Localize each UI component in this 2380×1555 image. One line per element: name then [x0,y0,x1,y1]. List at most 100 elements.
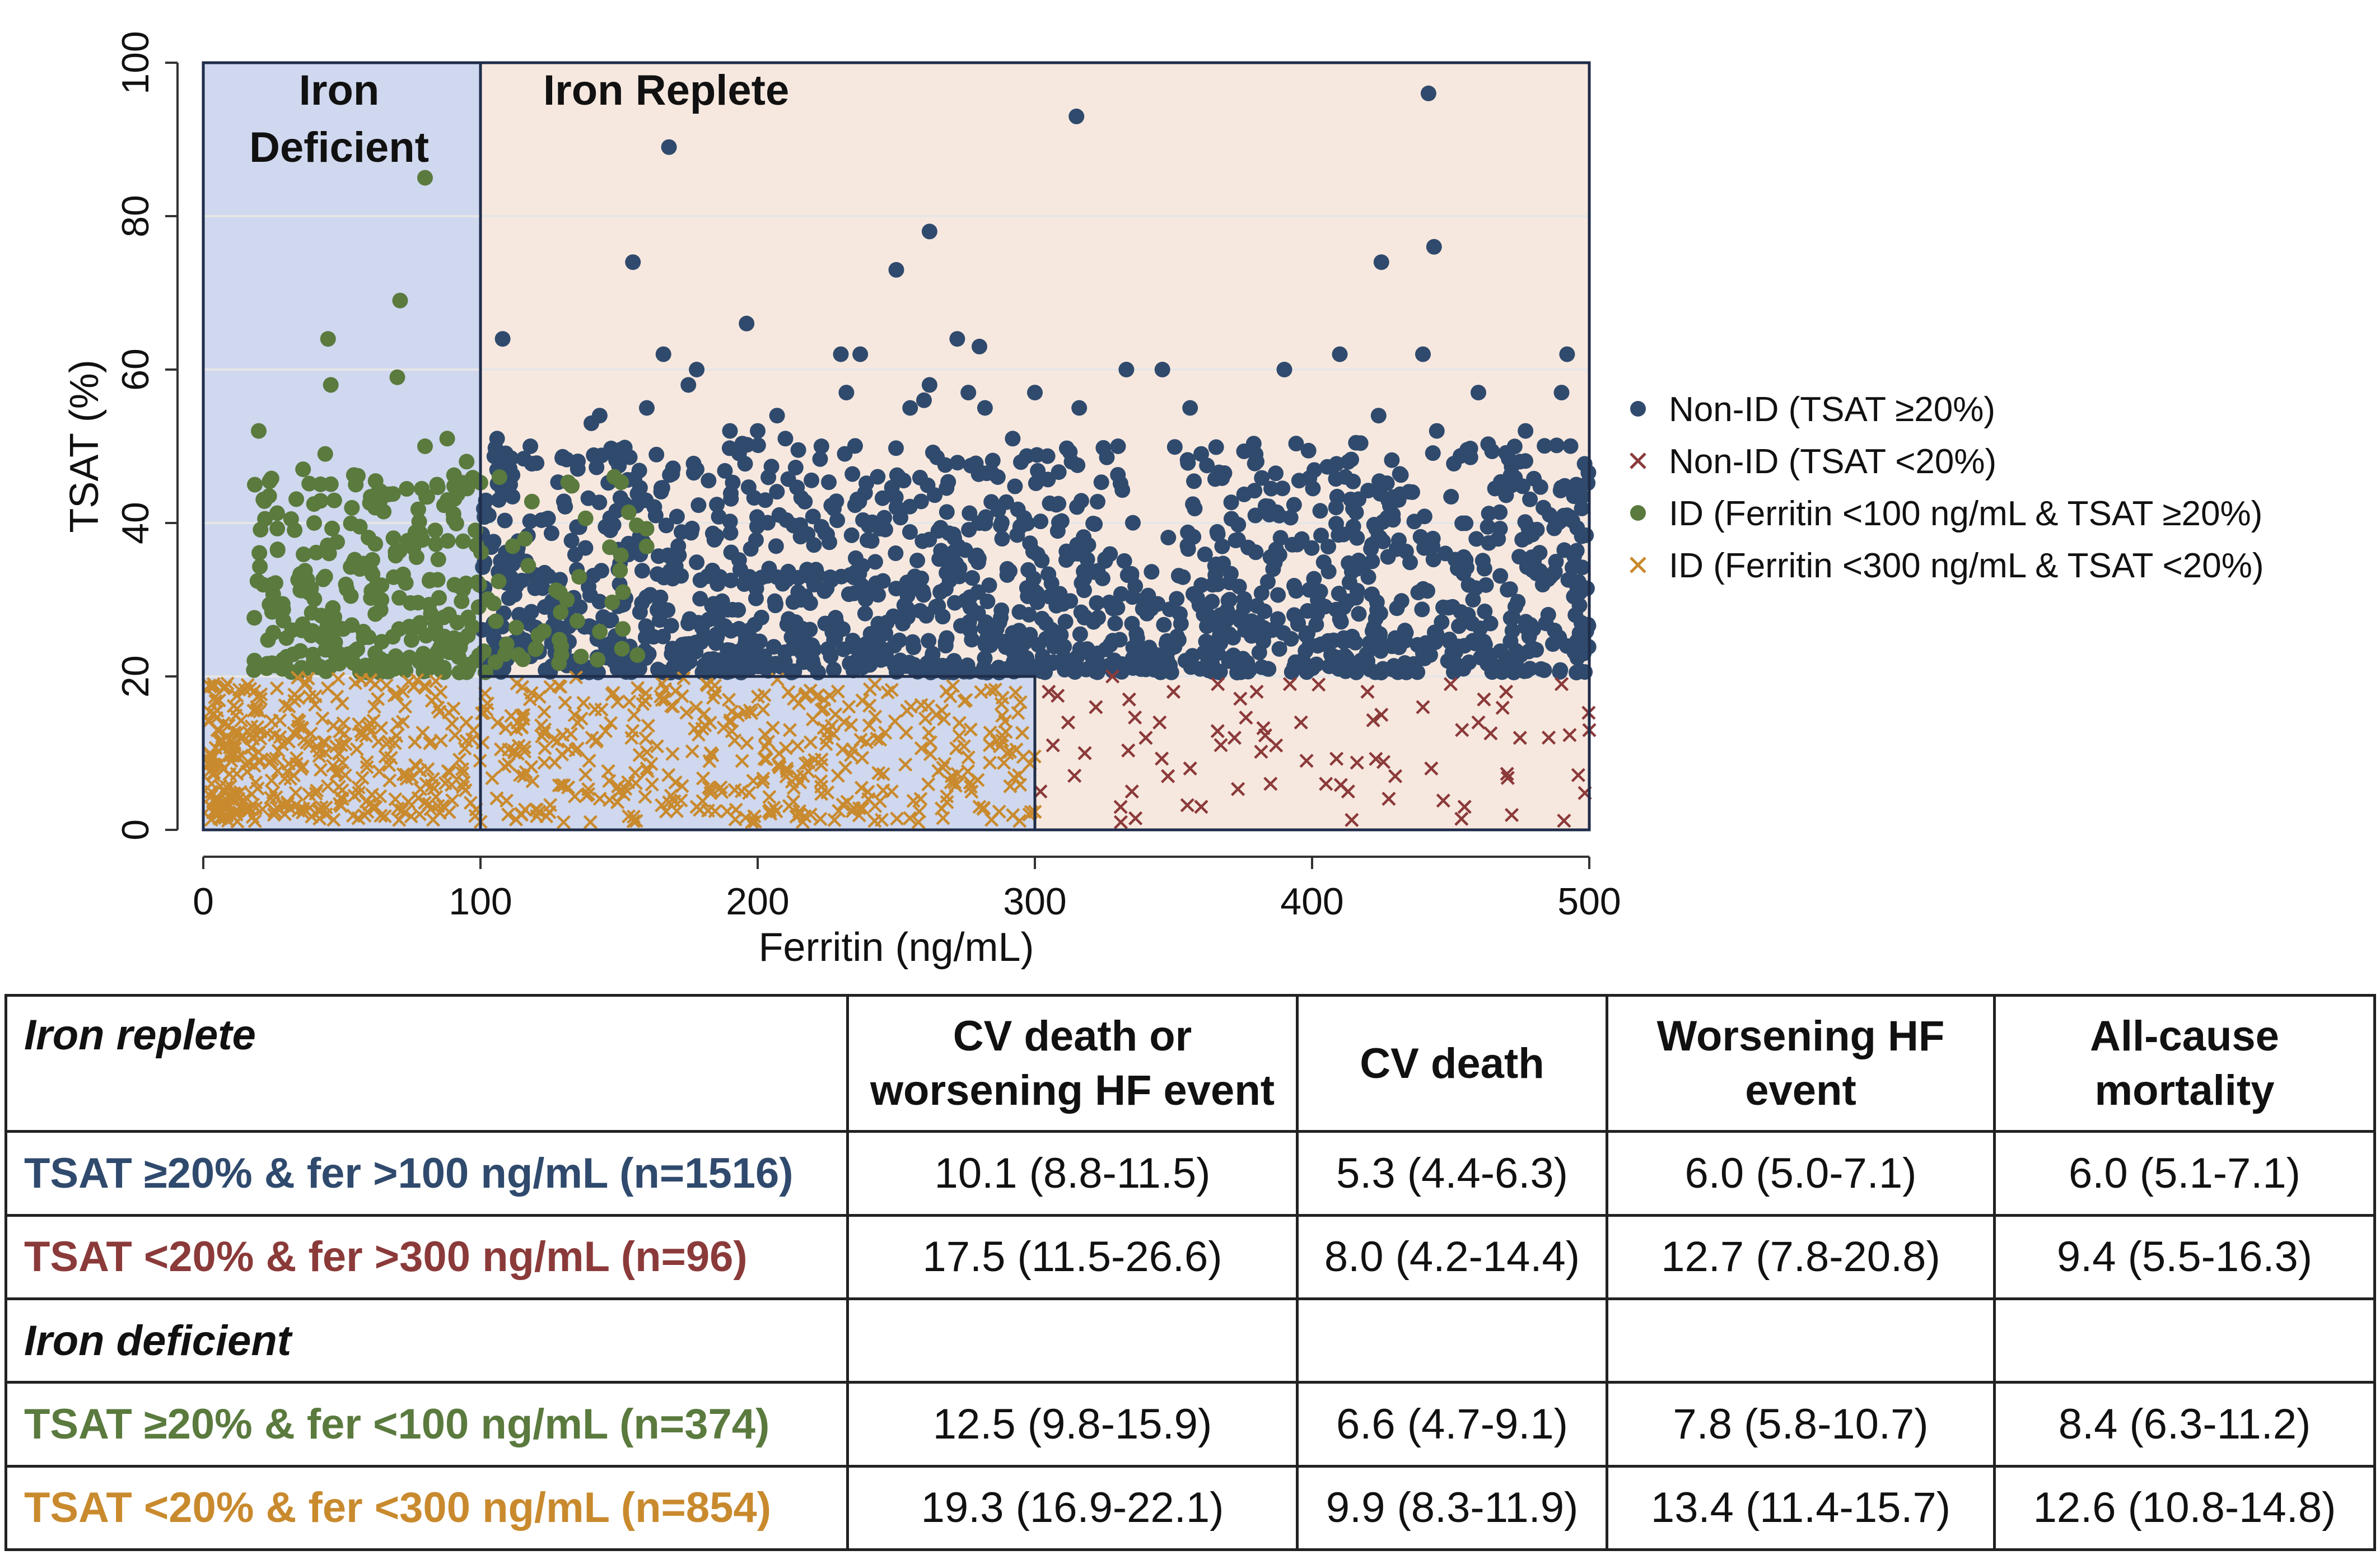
data-point [701,780,716,795]
data-point [230,767,244,781]
data-point [1184,648,1201,664]
data-point [979,631,995,647]
data-point [1110,438,1126,454]
data-point [1333,778,1348,792]
data-point [738,810,753,825]
data-point [409,759,423,773]
data-point [214,732,229,747]
data-point [1007,630,1024,646]
data-point [592,624,608,640]
data-point [854,781,869,795]
data-point [704,562,721,578]
data-point [999,567,1015,583]
data-point [1044,633,1061,649]
data-point [1451,618,1467,634]
data-point [1319,459,1336,475]
data-point [650,739,664,754]
data-point [1247,507,1263,524]
data-point [252,558,268,575]
data-point [1210,724,1225,739]
data-point [868,709,883,724]
data-point [706,596,722,612]
data-point [1011,768,1026,782]
data-point [553,604,569,620]
data-point [725,724,739,739]
data-point [536,726,551,740]
data-point [1440,600,1457,616]
data-point [628,776,643,791]
data-point [389,729,404,743]
data-point [230,702,244,716]
data-point [701,473,717,489]
data-point [1098,641,1114,657]
region-label-iron-deficient: Iron [299,67,380,114]
data-point [655,693,669,707]
data-point [343,588,359,604]
data-point [952,716,967,730]
data-point [772,746,786,761]
data-point [730,602,746,618]
data-point [361,530,377,546]
data-point [590,652,606,668]
data-point [292,566,309,582]
data-point [1385,506,1401,522]
data-point [1517,514,1533,530]
data-point [1500,771,1515,785]
data-point [639,400,655,416]
data-point [525,774,540,788]
data-point [288,491,305,507]
data-point [530,802,544,817]
data-point [1326,632,1342,648]
data-point [1518,663,1534,679]
data-point [1355,559,1371,575]
table-header-cell: Worsening HF event [1606,993,1996,1133]
data-point [1069,536,1085,553]
data-point [440,533,456,549]
data-point [1041,589,1057,605]
data-point [1580,475,1596,491]
data-point [612,562,628,578]
data-point [813,438,829,454]
region-label-iron-replete: Iron Replete [543,67,789,114]
data-point [900,703,914,718]
data-point [912,469,928,485]
data-point [486,449,502,465]
data-point [1090,493,1106,510]
data-point [475,735,490,750]
data-point [1230,517,1247,533]
data-point [548,582,564,599]
region-label-iron-deficient: Deficient [249,124,429,171]
data-point [321,545,337,562]
data-point [1270,587,1286,603]
data-point [310,739,324,754]
data-point [1180,798,1194,812]
data-point [964,570,981,586]
data-point [870,469,886,485]
data-point [1197,547,1213,563]
data-point [266,785,281,800]
data-point [982,755,997,770]
data-point [1102,546,1118,562]
data-point [1374,707,1389,722]
data-point [731,552,747,568]
data-point [287,694,302,708]
data-point [970,466,987,482]
data-point [1572,584,1588,600]
data-point [1332,346,1348,362]
data-point [363,673,377,688]
data-point [837,446,853,462]
data-point [528,640,544,656]
data-point [1569,650,1585,666]
data-point [735,754,749,768]
data-point [352,519,368,535]
data-point [364,552,380,568]
data-point [269,541,286,558]
data-point [1077,746,1092,760]
data-point [1288,436,1304,452]
data-point [781,685,796,699]
data-point [1012,814,1027,828]
data-point [1397,623,1413,639]
data-point [1138,731,1153,745]
data-point [637,629,654,646]
data-point [930,598,946,614]
